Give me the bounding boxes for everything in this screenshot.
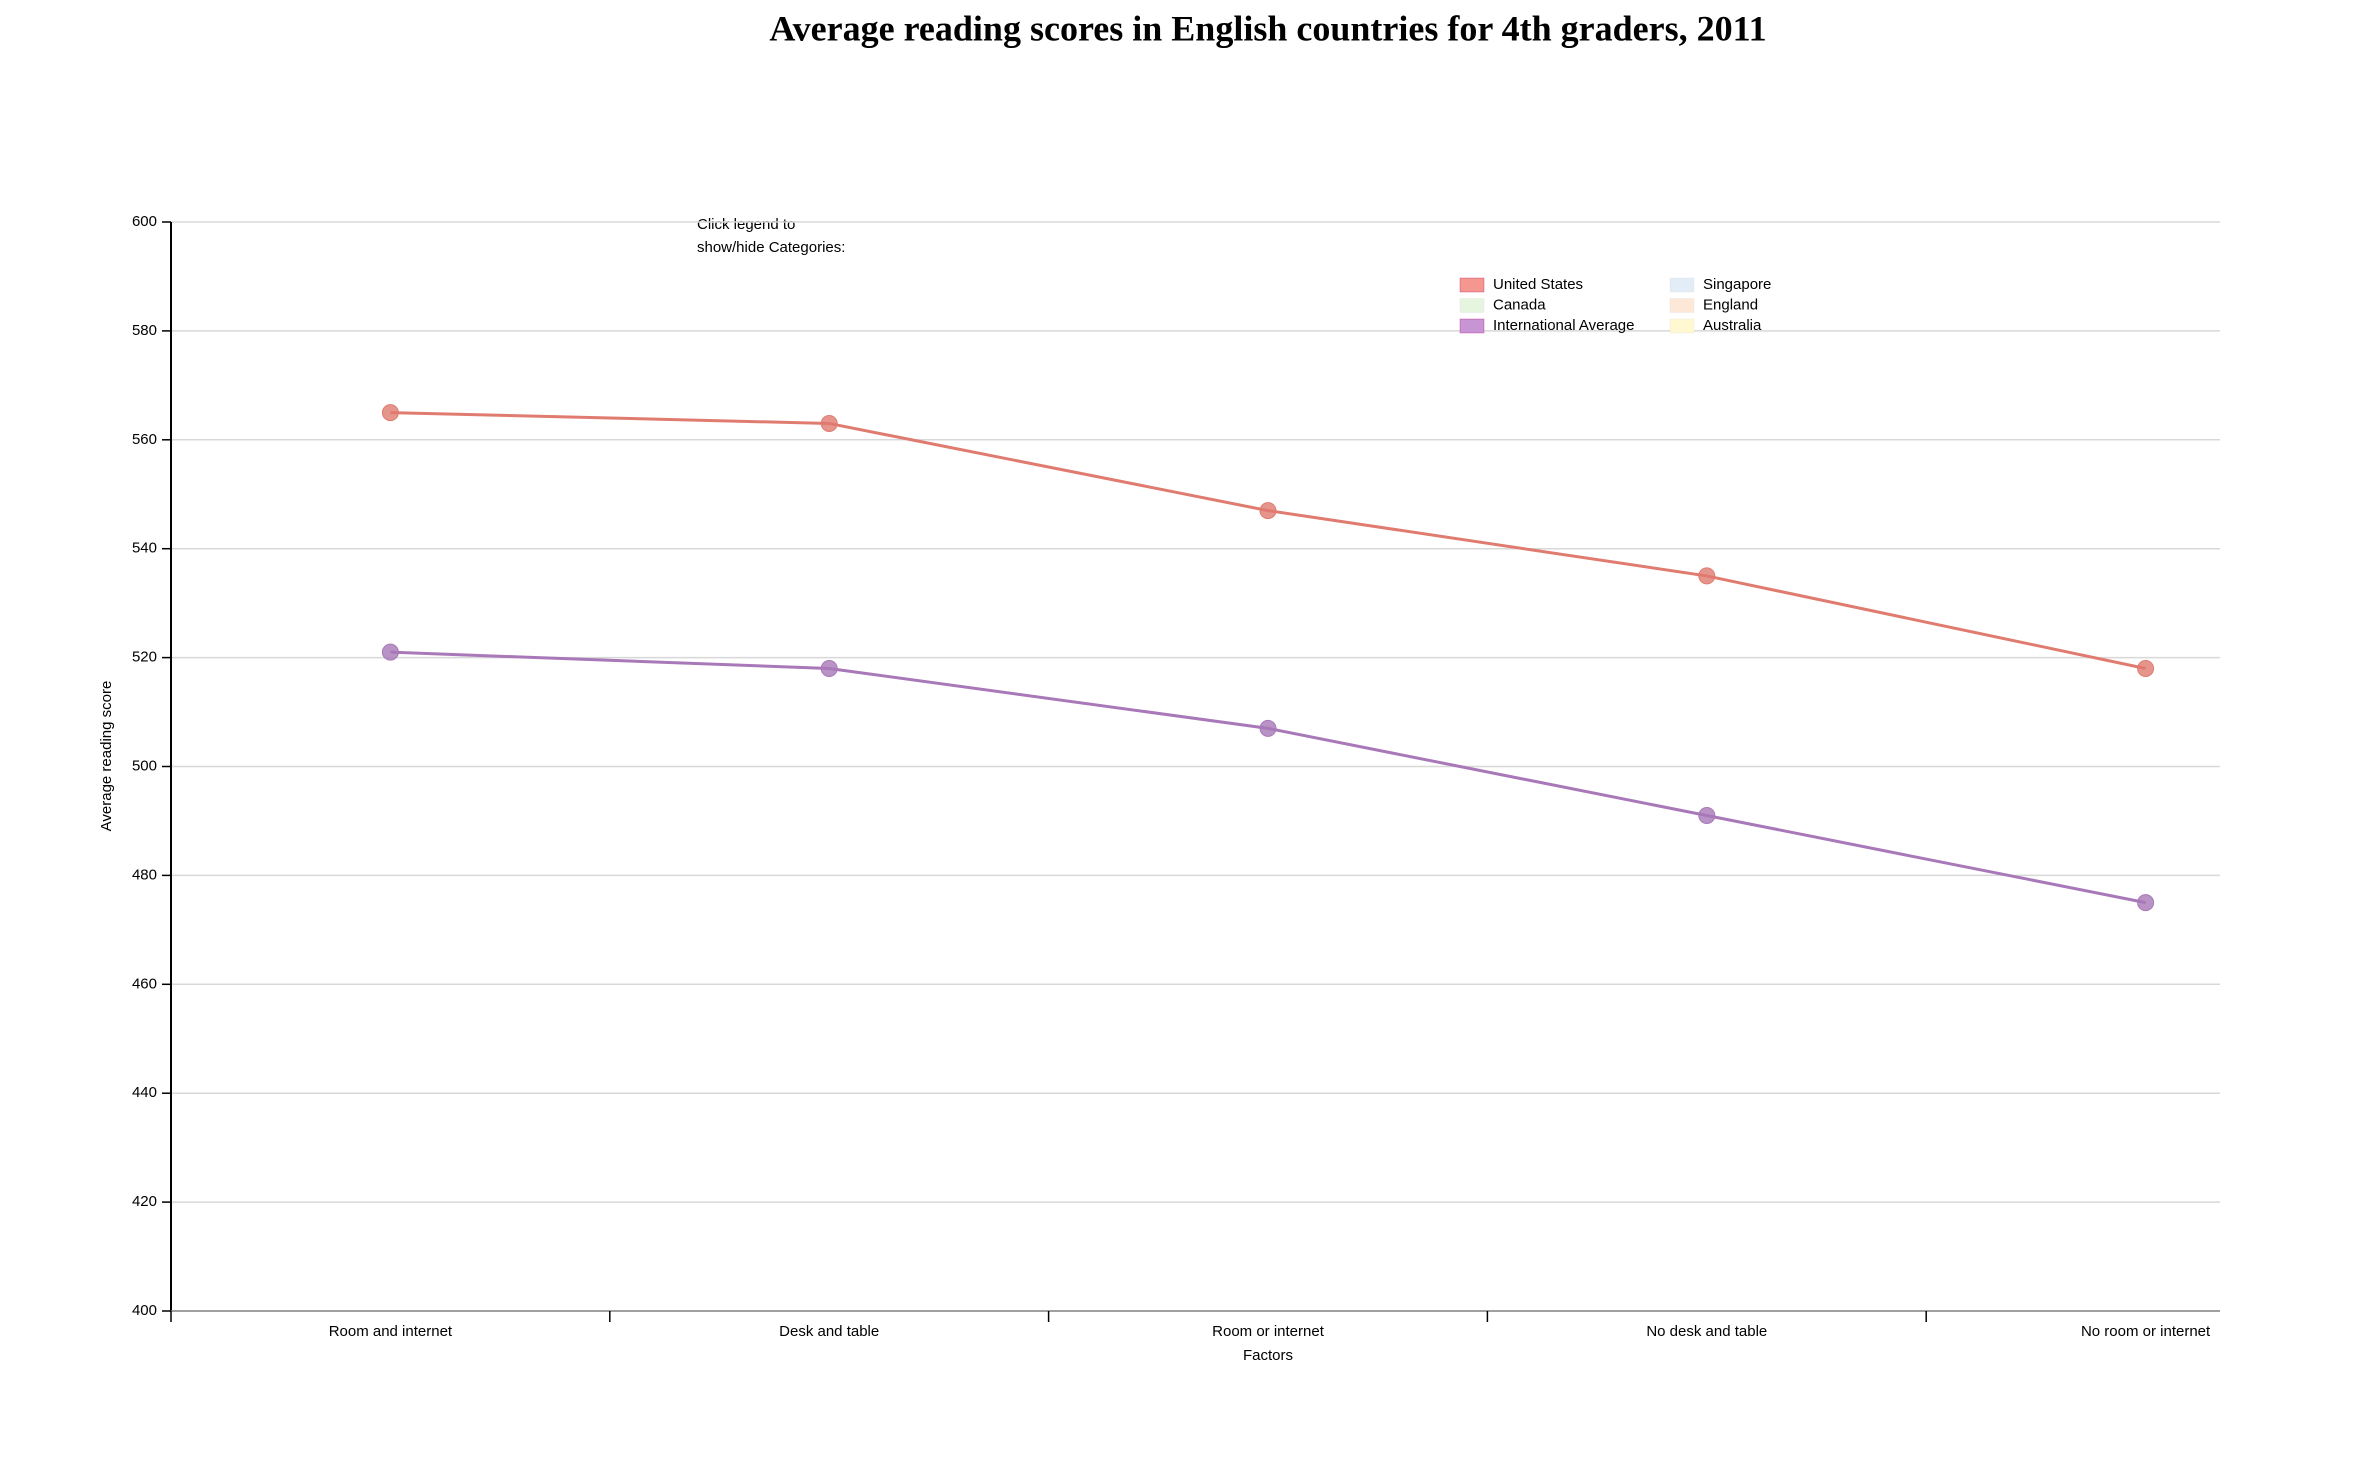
x-tick-label: No room or internet [2081,1323,2211,1340]
legend-swatch[interactable] [1459,298,1485,313]
data-point [381,404,399,422]
legend-note: show/hide Categories: [697,239,845,256]
legend-label[interactable]: Australia [1703,317,1762,334]
legend-label[interactable]: Singapore [1703,276,1771,293]
y-tick-label: 560 [132,431,157,448]
y-axis-label: Average reading score [98,681,115,832]
data-point [2137,659,2155,677]
data-point [1698,807,1716,825]
legend-swatch[interactable] [1669,277,1695,293]
y-tick-label: 600 [132,213,157,230]
series-line [390,411,2146,670]
legend-swatch[interactable] [1459,277,1485,293]
series-line [390,650,2146,905]
y-tick-label: 500 [132,757,157,774]
y-tick-label: 400 [132,1302,157,1319]
data-point [1259,502,1277,520]
legend-swatch[interactable] [1459,318,1485,334]
legend-label[interactable]: Canada [1493,296,1546,313]
legend-label[interactable]: United States [1493,276,1583,293]
y-tick-label: 520 [132,649,157,666]
legend-label[interactable]: International Average [1493,317,1635,334]
y-tick-label: 480 [132,866,157,883]
x-tick-label: Room or internet [1212,1323,1325,1340]
x-axis-label: Factors [1243,1347,1293,1364]
data-point [1698,567,1716,585]
legend-swatch[interactable] [1669,298,1695,313]
x-tick-label: Room and internet [329,1323,453,1340]
y-tick-label: 440 [132,1084,157,1101]
data-point [1259,719,1277,737]
x-tick-label: Desk and table [779,1323,879,1340]
legend-label[interactable]: England [1703,296,1758,313]
data-point [381,643,399,661]
y-tick-label: 460 [132,975,157,992]
data-point [2137,894,2155,912]
x-tick-label: No desk and table [1646,1323,1767,1340]
legend-note: Click legend to [697,216,795,233]
data-point [820,414,838,432]
y-tick-label: 420 [132,1193,157,1210]
data-point [820,659,838,677]
y-tick-label: 540 [132,540,157,557]
y-tick-label: 580 [132,322,157,339]
chart-title: Average reading scores in English countr… [769,8,1766,48]
legend-swatch[interactable] [1669,318,1695,334]
